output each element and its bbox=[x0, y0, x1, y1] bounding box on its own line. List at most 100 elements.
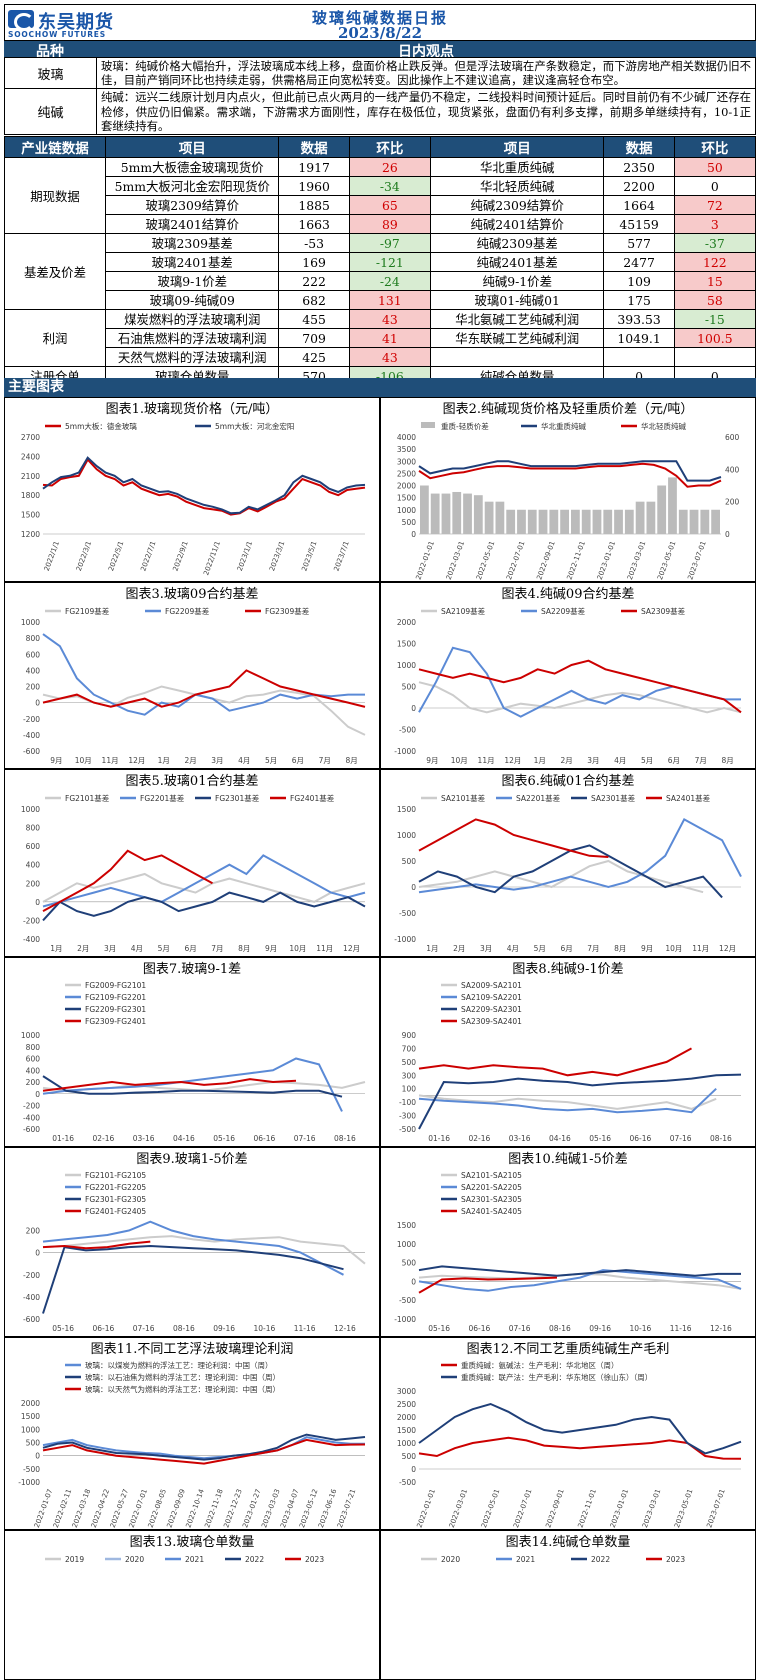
x-tick-label: 6月 bbox=[184, 944, 196, 953]
y-tick-label: 2000 bbox=[397, 482, 416, 491]
legend-label: 华北重质纯碱 bbox=[541, 421, 586, 431]
x-tick-label: 05-16 bbox=[428, 1324, 450, 1333]
x-tick-label: 02-16 bbox=[468, 1134, 490, 1143]
y-tick-label: 1000 bbox=[397, 661, 416, 670]
bar bbox=[614, 509, 623, 534]
y-tick-label: 1000 bbox=[21, 618, 40, 627]
change: -34 bbox=[348, 176, 431, 196]
change: -24 bbox=[348, 271, 431, 291]
logo-en: SOOCHOW FUTURES bbox=[8, 30, 106, 39]
view-product: 纯碱 bbox=[5, 89, 97, 135]
x-tick-label: 5月 bbox=[641, 756, 653, 765]
change: 3 bbox=[673, 214, 757, 234]
change: 89 bbox=[348, 214, 431, 234]
chart-svg: SA2101-SA2105 SA2201-SA2205 SA2301-SA2305 S… bbox=[394, 1171, 742, 1333]
table-header: 环比 bbox=[348, 136, 431, 158]
x-tick-label: 10月 bbox=[75, 756, 92, 765]
x-tick-label: 9月 bbox=[50, 756, 62, 765]
view-text: 玻璃：纯碱价格大幅抬升，浮法玻璃成本线上移，盘面价格止跌反弹。但是浮法玻璃在产条… bbox=[101, 59, 751, 88]
series-line bbox=[418, 1073, 742, 1130]
bar bbox=[538, 509, 548, 534]
x-tick-label: 8月 bbox=[721, 756, 733, 765]
x-tick-label: 2022-09-01 bbox=[535, 540, 556, 581]
x-tick-label: 2022-09-01 bbox=[544, 1488, 565, 1529]
series-line bbox=[418, 1265, 741, 1277]
legend-label: 玻璃：以天然气为燃料的浮法工艺：理论利润：中国（周） bbox=[85, 1384, 280, 1394]
x-tick-label: 2023-01-01 bbox=[609, 1488, 630, 1529]
series-line bbox=[42, 1057, 343, 1112]
x-tick-label: 2022-05-01 bbox=[475, 540, 496, 581]
legend-label: SA2301基差 bbox=[591, 793, 636, 803]
y-tick-label: -300 bbox=[399, 1112, 416, 1121]
change: -97 bbox=[348, 233, 431, 253]
legend-label: SA2101基差 bbox=[441, 793, 486, 803]
value: 2350 bbox=[603, 157, 675, 177]
y-tick-label: 0 bbox=[35, 1249, 40, 1258]
bar bbox=[711, 509, 720, 534]
bar bbox=[581, 509, 591, 534]
view-table: 玻璃 玻璃：纯碱价格大幅抬升，浮法玻璃成本线上移，盘面价格止跌反弹。但是浮法玻璃在… bbox=[4, 57, 756, 136]
legend-label: FG2209-FG2301 bbox=[85, 1005, 146, 1014]
y-tick-label: 100 bbox=[402, 1085, 417, 1094]
chart-title: 图表12.不同工艺重质纯碱生产毛利 bbox=[466, 1342, 670, 1357]
legend-label: 重质纯碱：氨碱法：生产毛利：华北地区（周） bbox=[461, 1360, 619, 1370]
value: 455 bbox=[278, 309, 350, 329]
x-tick-label: 2023-03-01 bbox=[626, 540, 647, 581]
y-tick-label: -400 bbox=[23, 731, 40, 740]
item: 华北重质纯碱 bbox=[429, 157, 605, 177]
chart-c11: 图表11.不同工艺浮法玻璃理论利润 玻璃：以煤炭为燃料的浮法工艺：理论利润：中国（… bbox=[4, 1337, 380, 1530]
legend-label: 5mm大板：河北金宏阳 bbox=[215, 421, 294, 431]
y-tick-label: 1500 bbox=[397, 1426, 416, 1435]
item: 华北氨碱工艺纯碱利润 bbox=[429, 309, 605, 329]
legend-label: FG2401基差 bbox=[290, 793, 335, 803]
table-row: 基差及价差 玻璃2309基差 -53 -97 纯碱2309基差 577 -37 bbox=[4, 233, 757, 310]
y-tick-label: 1200 bbox=[21, 530, 40, 539]
change: -121 bbox=[348, 252, 431, 272]
x-tick-label: 2023/5/1 bbox=[300, 540, 318, 572]
y2-tick-label: 400 bbox=[725, 465, 740, 474]
y-tick-label: 1000 bbox=[21, 1031, 40, 1040]
legend-label: FG2309-FG2401 bbox=[85, 1017, 146, 1026]
x-tick-label: 4月 bbox=[507, 944, 519, 953]
table-row: 天然气燃料的浮法玻璃利润 425 43 bbox=[5, 347, 757, 367]
x-tick-label: 6月 bbox=[560, 944, 572, 953]
x-tick-label: 2023-04-07 bbox=[279, 1488, 300, 1529]
legend-label: 华北轻质纯碱 bbox=[641, 421, 686, 431]
y-tick-label: 200 bbox=[26, 879, 41, 888]
x-tick-label: 2月 bbox=[184, 756, 196, 765]
chart-c1: 图表1.玻璃现货价格（元/吨） 5mm大板：德金玻璃 5mm大板：河北金宏阳 2700… bbox=[4, 397, 380, 582]
x-tick-label: 8月 bbox=[238, 944, 250, 953]
legend-label: FG2309基差 bbox=[265, 606, 310, 616]
value: 709 bbox=[278, 328, 350, 348]
view-text: 纯碱：远兴二线原计划月内点火，但此前已点火两月的一线产量仍不稳定，二线投料时间预… bbox=[101, 90, 751, 133]
y-tick-label: -100 bbox=[399, 1098, 416, 1107]
x-tick-label: 2023/1/1 bbox=[236, 540, 254, 572]
x-tick-label: 7月 bbox=[695, 756, 707, 765]
view-product: 玻璃 bbox=[5, 58, 97, 89]
y2-tick-label: 200 bbox=[725, 498, 740, 507]
item: 纯碱2401结算价 bbox=[429, 214, 605, 234]
x-tick-label: 2022-01-07 bbox=[33, 1488, 54, 1529]
x-tick-label: 2022-11-01 bbox=[577, 1488, 598, 1529]
x-tick-label: 2023-07-01 bbox=[686, 540, 707, 581]
x-tick-label: 2022-08-05 bbox=[147, 1488, 168, 1529]
series-line bbox=[42, 1436, 366, 1460]
legend-label: 2021 bbox=[185, 1555, 204, 1564]
y-tick-label: 0 bbox=[411, 1465, 416, 1474]
y-tick-label: -400 bbox=[23, 1293, 40, 1302]
y-tick-label: 800 bbox=[26, 824, 41, 833]
series-line bbox=[42, 1438, 366, 1465]
x-tick-label: 2022-03-01 bbox=[448, 1488, 469, 1529]
legend-label: SA2201基差 bbox=[516, 793, 561, 803]
item: 石油焦燃料的浮法玻璃利润 bbox=[104, 328, 280, 348]
y-tick-label: 1000 bbox=[397, 831, 416, 840]
chart-svg: FG2101-FG2105 FG2201-FG2205 FG2301-FG2305 F… bbox=[23, 1171, 366, 1333]
y-tick-label: 500 bbox=[402, 1259, 417, 1268]
x-tick-label: 3月 bbox=[480, 944, 492, 953]
x-tick-label: 07-16 bbox=[294, 1134, 316, 1143]
series-line bbox=[418, 844, 723, 899]
series-line bbox=[42, 1240, 151, 1250]
x-tick-label: 8月 bbox=[345, 756, 357, 765]
series-line bbox=[418, 1436, 742, 1460]
x-tick-label: 03-16 bbox=[133, 1134, 155, 1143]
